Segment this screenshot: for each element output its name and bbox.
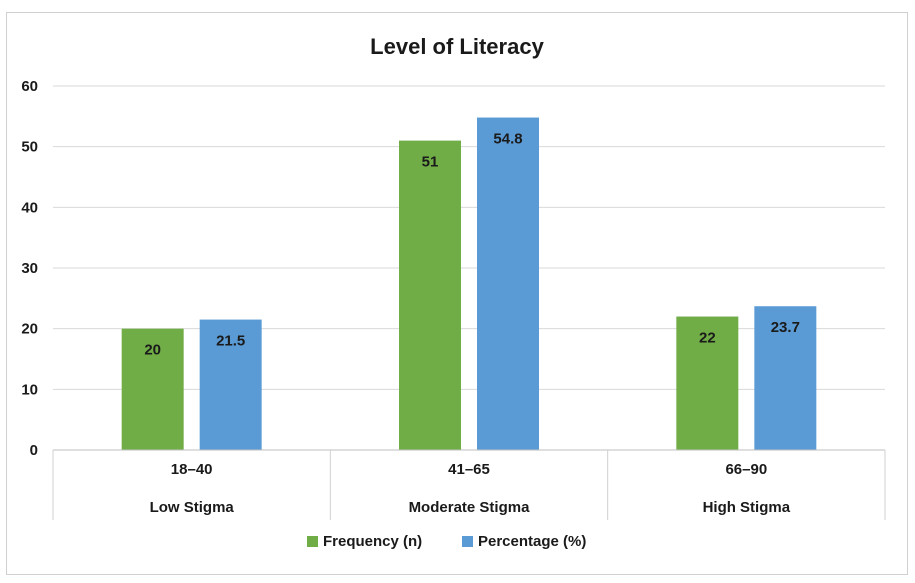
bar bbox=[477, 117, 539, 451]
x-group-label: Low Stigma bbox=[150, 499, 235, 516]
x-axis: 18–40 Low Stigma 41–65 Moderate Stigma 66–90… bbox=[52, 449, 886, 520]
legend-label: Frequency (n) bbox=[323, 533, 422, 550]
x-tick-label: 41–65 bbox=[448, 461, 490, 478]
data-label: 23.7 bbox=[771, 319, 800, 336]
bar bbox=[121, 328, 184, 450]
y-tick-label: 20 bbox=[21, 321, 38, 338]
x-tick-label: 18–40 bbox=[171, 461, 213, 478]
data-label: 51 bbox=[422, 154, 439, 171]
legend: Frequency (n) Percentage (%) bbox=[307, 533, 586, 550]
bar bbox=[676, 316, 739, 450]
bar bbox=[754, 306, 817, 450]
chart-title: Level of Literacy bbox=[370, 34, 544, 59]
legend-label: Percentage (%) bbox=[478, 533, 586, 550]
y-tick-label: 10 bbox=[21, 381, 38, 398]
y-tick-label: 40 bbox=[21, 199, 38, 216]
bars: 20 21.5 51 54.8 22 23.7 bbox=[121, 117, 817, 451]
bar bbox=[399, 140, 461, 450]
data-label: 54.8 bbox=[493, 131, 522, 148]
x-group-label: High Stigma bbox=[703, 499, 791, 516]
y-tick-label: 50 bbox=[21, 139, 38, 156]
x-tick-label: 66–90 bbox=[725, 461, 767, 478]
data-label: 21.5 bbox=[216, 333, 245, 350]
gridlines bbox=[53, 85, 885, 390]
y-tick-label: 0 bbox=[30, 442, 38, 459]
data-label: 22 bbox=[699, 330, 716, 347]
y-axis: 0 10 20 30 40 50 60 bbox=[21, 78, 38, 459]
legend-swatch bbox=[462, 536, 473, 547]
y-tick-label: 30 bbox=[21, 260, 38, 277]
x-group-label: Moderate Stigma bbox=[409, 499, 531, 516]
bar bbox=[199, 319, 262, 450]
data-label: 20 bbox=[144, 342, 161, 359]
y-tick-label: 60 bbox=[21, 78, 38, 95]
legend-swatch bbox=[307, 536, 318, 547]
